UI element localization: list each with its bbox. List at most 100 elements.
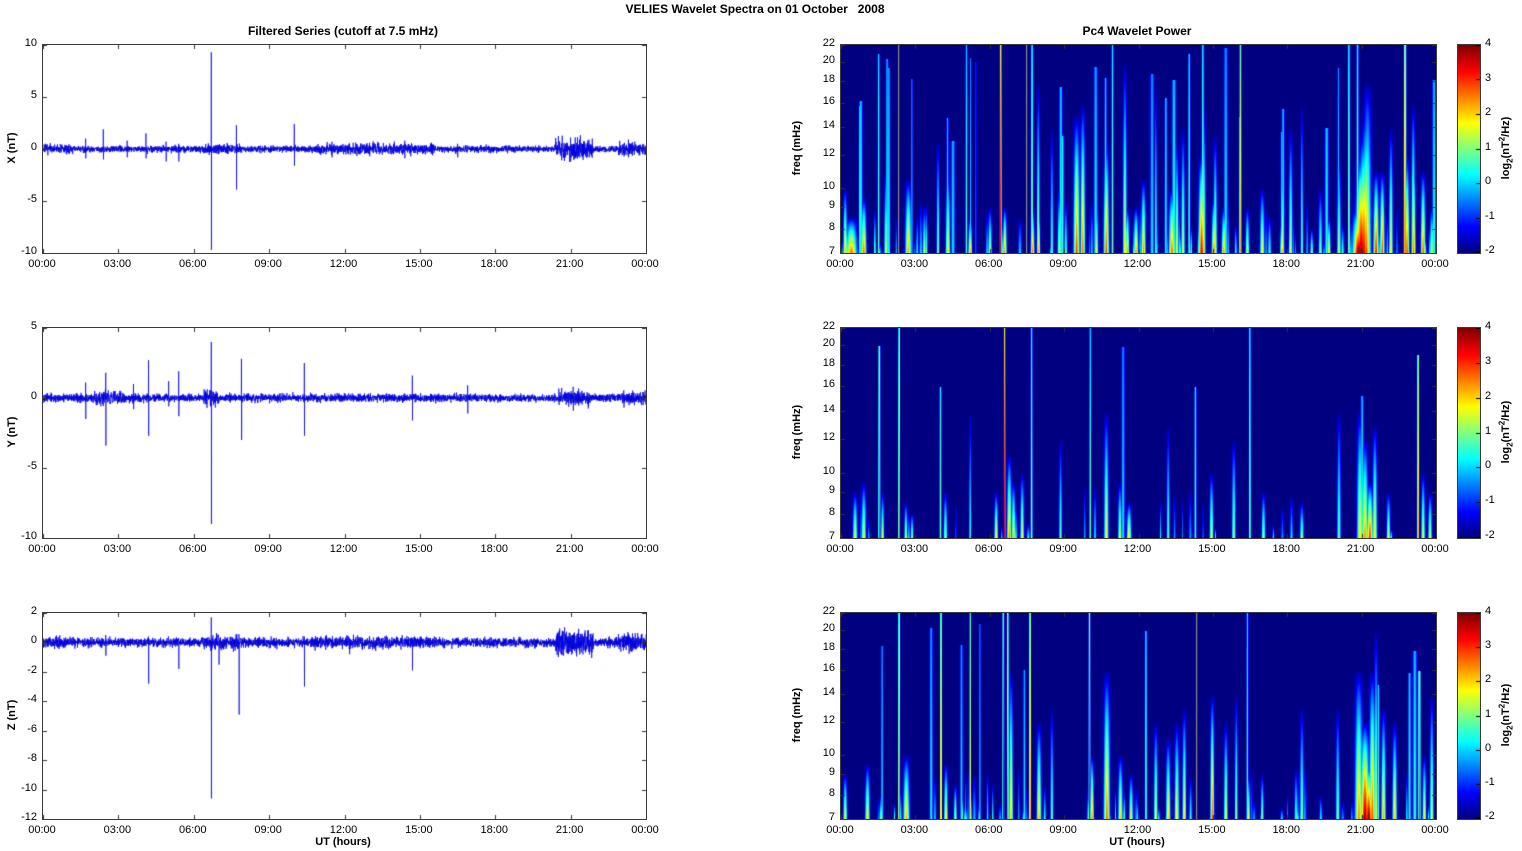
y-series-ylabel: Y (nT) <box>6 416 18 448</box>
x-tick-label: 00:00 <box>28 824 56 836</box>
colorbar-unit-label-top: log2(nT2/Hz) <box>1497 116 1515 180</box>
x-tick-label: 03:00 <box>900 258 929 270</box>
x-tick-label: 06:00 <box>178 824 207 836</box>
freq-tick-label: 16 <box>822 94 835 107</box>
freq-tick-label: 7 <box>828 530 835 542</box>
filtered-series-title: Filtered Series (cutoff at 7.5 mHz) <box>247 24 439 38</box>
colorbar-tick-label: 1 <box>1485 140 1492 153</box>
y-tick-label: -2 <box>27 663 37 676</box>
colorbar-tick-label: -2 <box>1485 810 1495 822</box>
colorbar-canvas-top <box>1457 44 1481 254</box>
freq-tick-label: 20 <box>822 54 835 67</box>
y-tick-label: -10 <box>21 245 37 257</box>
z-wavelet-heatmap-canvas <box>840 612 1437 820</box>
y-tick-label: 10 <box>24 37 37 49</box>
freq-tick-label: 8 <box>828 505 835 518</box>
x-tick-label: 06:00 <box>178 258 207 270</box>
freq-tick-label: 20 <box>822 622 835 635</box>
x-tick-label: 00:00 <box>631 824 659 836</box>
x-tick-label: 00:00 <box>28 543 56 555</box>
y-tick-label: -6 <box>27 722 37 735</box>
x-tick-label: 00:00 <box>631 258 659 270</box>
colorbar-tick-label: -1 <box>1485 209 1495 222</box>
freq-tick-label: 12 <box>822 147 835 160</box>
freq-tick-label: 9 <box>828 199 835 212</box>
x-tick-label: 18:00 <box>480 824 509 836</box>
freq-tick-label: 20 <box>822 337 835 350</box>
ut-hours-xlabel-right: UT (hours) <box>1109 836 1165 848</box>
y-series-plot-canvas <box>42 327 647 539</box>
x-tick-label: 12:00 <box>1123 258 1152 270</box>
x-tick-label: 09:00 <box>254 543 282 555</box>
x-tick-label: 00:00 <box>826 543 854 555</box>
y-tick-label: -4 <box>27 693 37 706</box>
x-tick-label: 03:00 <box>900 824 929 836</box>
freq-tick-label: 7 <box>828 811 835 823</box>
x-tick-label: 12:00 <box>329 824 358 836</box>
colorbar-tick-label: 4 <box>1485 605 1492 617</box>
freq-tick-label: 22 <box>822 37 835 49</box>
x-tick-label: 18:00 <box>1272 543 1301 555</box>
freq-tick-label: 8 <box>828 220 835 233</box>
x-tick-label: 06:00 <box>974 543 1003 555</box>
x-tick-label: 18:00 <box>1272 258 1301 270</box>
colorbar-tick-label: 2 <box>1485 106 1492 118</box>
freq-tick-label: 9 <box>828 483 835 496</box>
x-tick-label: 21:00 <box>1346 824 1375 836</box>
colorbar-tick-label: 2 <box>1485 389 1492 402</box>
colorbar-tick-label: -1 <box>1485 775 1495 788</box>
colorbar-tick-label: 1 <box>1485 424 1492 437</box>
freq-tick-label: 18 <box>822 73 835 86</box>
x-tick-label: 03:00 <box>103 824 132 836</box>
colorbar-tick-label: -2 <box>1485 244 1495 256</box>
x-tick-label: 00:00 <box>826 258 854 270</box>
freq-tick-label: 14 <box>822 402 835 415</box>
freq-tick-label: 7 <box>828 245 835 257</box>
x-tick-label: 00:00 <box>631 543 659 555</box>
freq-tick-label: 22 <box>822 605 835 617</box>
freq-tick-label: 12 <box>822 431 835 444</box>
x-tick-label: 15:00 <box>405 543 433 555</box>
x-tick-label: 21:00 <box>555 258 584 270</box>
x-tick-label: 12:00 <box>329 258 358 270</box>
colorbar-tick-label: 2 <box>1485 673 1492 686</box>
y-tick-label: 2 <box>30 605 37 617</box>
x-tick-label: 06:00 <box>974 258 1003 270</box>
z-series-plot-canvas <box>42 612 647 820</box>
x-tick-label: 12:00 <box>1123 824 1152 836</box>
colorbar-tick-label: -2 <box>1485 529 1495 541</box>
x-tick-label: 09:00 <box>254 258 282 270</box>
y-tick-label: 5 <box>30 320 37 332</box>
x-tick-label: 06:00 <box>178 543 207 555</box>
y-wavelet-heatmap-canvas <box>840 327 1437 539</box>
colorbar-unit-label-middle: log2(nT2/Hz) <box>1497 400 1515 464</box>
ut-hours-xlabel-left: UT (hours) <box>315 836 371 848</box>
x-tick-label: 00:00 <box>826 824 854 836</box>
freq-tick-label: 18 <box>822 641 835 654</box>
y-tick-label: -12 <box>21 811 37 823</box>
y-tick-label: -5 <box>27 193 37 205</box>
x-tick-label: 06:00 <box>974 824 1003 836</box>
y-tick-label: -10 <box>21 781 37 794</box>
x-tick-label: 09:00 <box>1049 824 1077 836</box>
x-tick-label: 18:00 <box>1272 824 1301 836</box>
x-tick-label: 18:00 <box>480 258 509 270</box>
x-tick-label: 21:00 <box>1346 258 1375 270</box>
freq-tick-label: 12 <box>822 714 835 727</box>
y-tick-label: -5 <box>27 460 37 472</box>
x-series-plot-canvas <box>42 44 647 254</box>
x-tick-label: 09:00 <box>1049 543 1077 555</box>
y-tick-label: 0 <box>30 141 37 153</box>
freq-tick-label: 22 <box>822 320 835 332</box>
x-tick-label: 03:00 <box>900 543 929 555</box>
x-tick-label: 15:00 <box>1198 824 1226 836</box>
colorbar-tick-label: 0 <box>1485 741 1492 754</box>
x-tick-label: 15:00 <box>405 824 433 836</box>
freq-tick-label: 18 <box>822 356 835 369</box>
colorbar-tick-label: 4 <box>1485 37 1492 49</box>
freq-tick-label: 8 <box>828 786 835 799</box>
colorbar-unit-label-bottom: log2(nT2/Hz) <box>1497 683 1515 747</box>
freq-tick-label: 10 <box>822 180 835 193</box>
x-tick-label: 15:00 <box>405 258 433 270</box>
y-tick-label: -8 <box>27 752 37 765</box>
